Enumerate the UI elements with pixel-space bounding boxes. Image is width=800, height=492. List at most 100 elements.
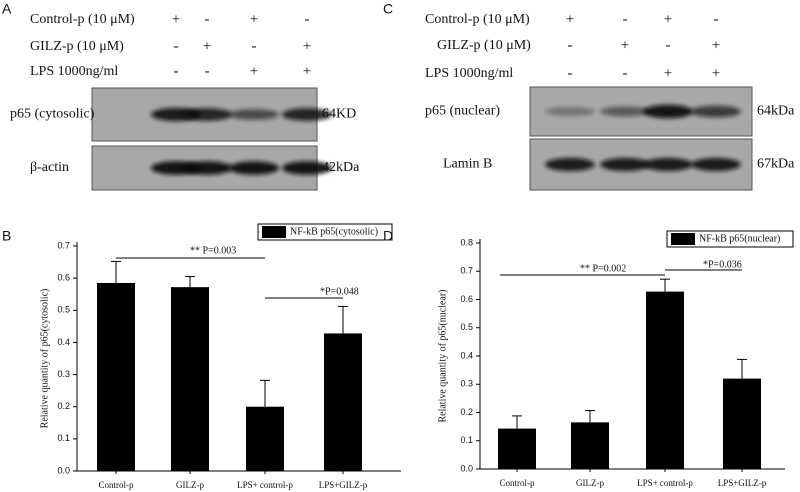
legend-swatch (671, 233, 695, 245)
blot-band (600, 106, 650, 117)
y-tick-label: 0.3 (57, 369, 70, 379)
y-tick-label: 0.0 (460, 463, 473, 473)
y-tick-label: 0.2 (460, 407, 473, 417)
panel-label: A (2, 1, 12, 17)
protein-label: p65 (nuclear) (425, 104, 500, 119)
bar (571, 422, 609, 469)
significance-label: ** P=0.002 (580, 263, 626, 274)
y-tick-label: 0.0 (57, 465, 70, 475)
x-tick-label: Control-p (500, 478, 535, 488)
legend-swatch (262, 226, 286, 238)
size-label: 64KD (322, 107, 356, 122)
treatment-sign: + (172, 11, 180, 27)
size-label: 42kDa (322, 160, 360, 175)
y-tick-label: 0.5 (57, 305, 70, 315)
bar (171, 287, 209, 471)
significance-label: *P=0.048 (320, 286, 359, 297)
blot-band (282, 161, 332, 175)
blot-band (643, 104, 693, 119)
y-axis-label: Relative quantity of p65(cytosolic) (39, 289, 50, 429)
bar (498, 428, 536, 469)
treatment-sign: + (664, 65, 672, 81)
treatment-label: GILZ-p (10 μM) (30, 39, 124, 54)
y-tick-label: 0.1 (57, 433, 70, 443)
blot-band (229, 109, 279, 120)
treatment-sign: - (174, 63, 179, 79)
treatment-sign: - (252, 38, 257, 54)
legend-label: NF-kB p65(nuclear) (699, 233, 780, 244)
treatment-label: Control-p (10 μM) (30, 12, 135, 27)
significance-label: ** P=0.003 (190, 245, 236, 256)
treatment-sign: - (666, 37, 671, 53)
treatment-sign: - (568, 65, 573, 81)
legend-box (257, 223, 393, 241)
treatment-sign: - (623, 65, 628, 81)
treatment-sign: - (205, 63, 210, 79)
protein-label: p65 (cytosolic) (10, 107, 95, 122)
treatment-sign: + (203, 38, 211, 54)
x-tick-label: LPS+GILZ-p (319, 480, 368, 490)
blot-band (545, 107, 595, 116)
treatment-sign: + (250, 63, 258, 79)
x-tick-label: Control-p (99, 480, 134, 490)
treatment-sign: + (250, 11, 258, 27)
treatment-sign: - (174, 38, 179, 54)
treatment-sign: + (712, 37, 720, 53)
blot-band (182, 161, 232, 175)
treatment-sign: + (566, 11, 574, 27)
panel-label: B (2, 228, 11, 244)
y-tick-label: 0.4 (57, 337, 70, 347)
treatment-sign: + (303, 38, 311, 54)
x-tick-label: GILZ-p (576, 478, 604, 488)
treatment-sign: - (714, 11, 719, 27)
blot-band (691, 157, 741, 172)
bar (646, 291, 684, 469)
size-label: 64kDa (757, 104, 795, 119)
x-tick-label: LPS+ control-p (637, 478, 693, 488)
legend-label: NF-kB p65(cytosolic) (290, 226, 378, 237)
bar (324, 333, 362, 471)
treatment-sign: + (712, 65, 720, 81)
bar (723, 378, 761, 469)
significance-label: *P=0.036 (703, 259, 742, 270)
treatment-label: LPS 1000ng/ml (30, 64, 118, 79)
y-tick-label: 0.6 (460, 294, 473, 304)
blot-band (691, 105, 741, 118)
blot-band (229, 161, 279, 175)
treatment-label: LPS 1000ng/ml (425, 66, 513, 81)
blot-band (600, 157, 650, 172)
y-tick-label: 0.4 (460, 350, 473, 360)
bar (246, 406, 284, 471)
legend-box (666, 230, 794, 248)
treatment-sign: - (205, 11, 210, 27)
treatment-label: Control-p (10 μM) (425, 12, 530, 27)
treatment-sign: - (305, 11, 310, 27)
x-tick-label: LPS+ control-p (237, 480, 293, 490)
panel-label: C (383, 1, 393, 17)
protein-label: Lamin B (443, 157, 492, 172)
treatment-sign: + (664, 11, 672, 27)
panel-label: D (383, 228, 393, 244)
treatment-sign: + (303, 63, 311, 79)
bar (97, 282, 135, 471)
y-tick-label: 0.3 (460, 379, 473, 389)
x-tick-label: GILZ-p (176, 480, 204, 490)
protein-label: β-actin (30, 160, 69, 175)
y-tick-label: 0.1 (460, 435, 473, 445)
y-tick-label: 0.5 (460, 322, 473, 332)
treatment-label: GILZ-p (10 μM) (437, 38, 531, 53)
blot-band (643, 157, 693, 172)
x-tick-label: LPS+GILZ-p (718, 478, 767, 488)
blot-band (182, 108, 232, 121)
y-tick-label: 0.8 (460, 237, 473, 247)
y-tick-label: 0.7 (460, 266, 473, 276)
size-label: 67kDa (757, 157, 795, 172)
treatment-sign: - (623, 11, 628, 27)
y-tick-label: 0.2 (57, 401, 70, 411)
y-tick-label: 0.7 (57, 240, 70, 250)
treatment-sign: + (621, 37, 629, 53)
blot-band (545, 157, 595, 172)
treatment-sign: - (568, 37, 573, 53)
y-axis-label: Relative quantity of p65(nuclear) (437, 289, 448, 422)
